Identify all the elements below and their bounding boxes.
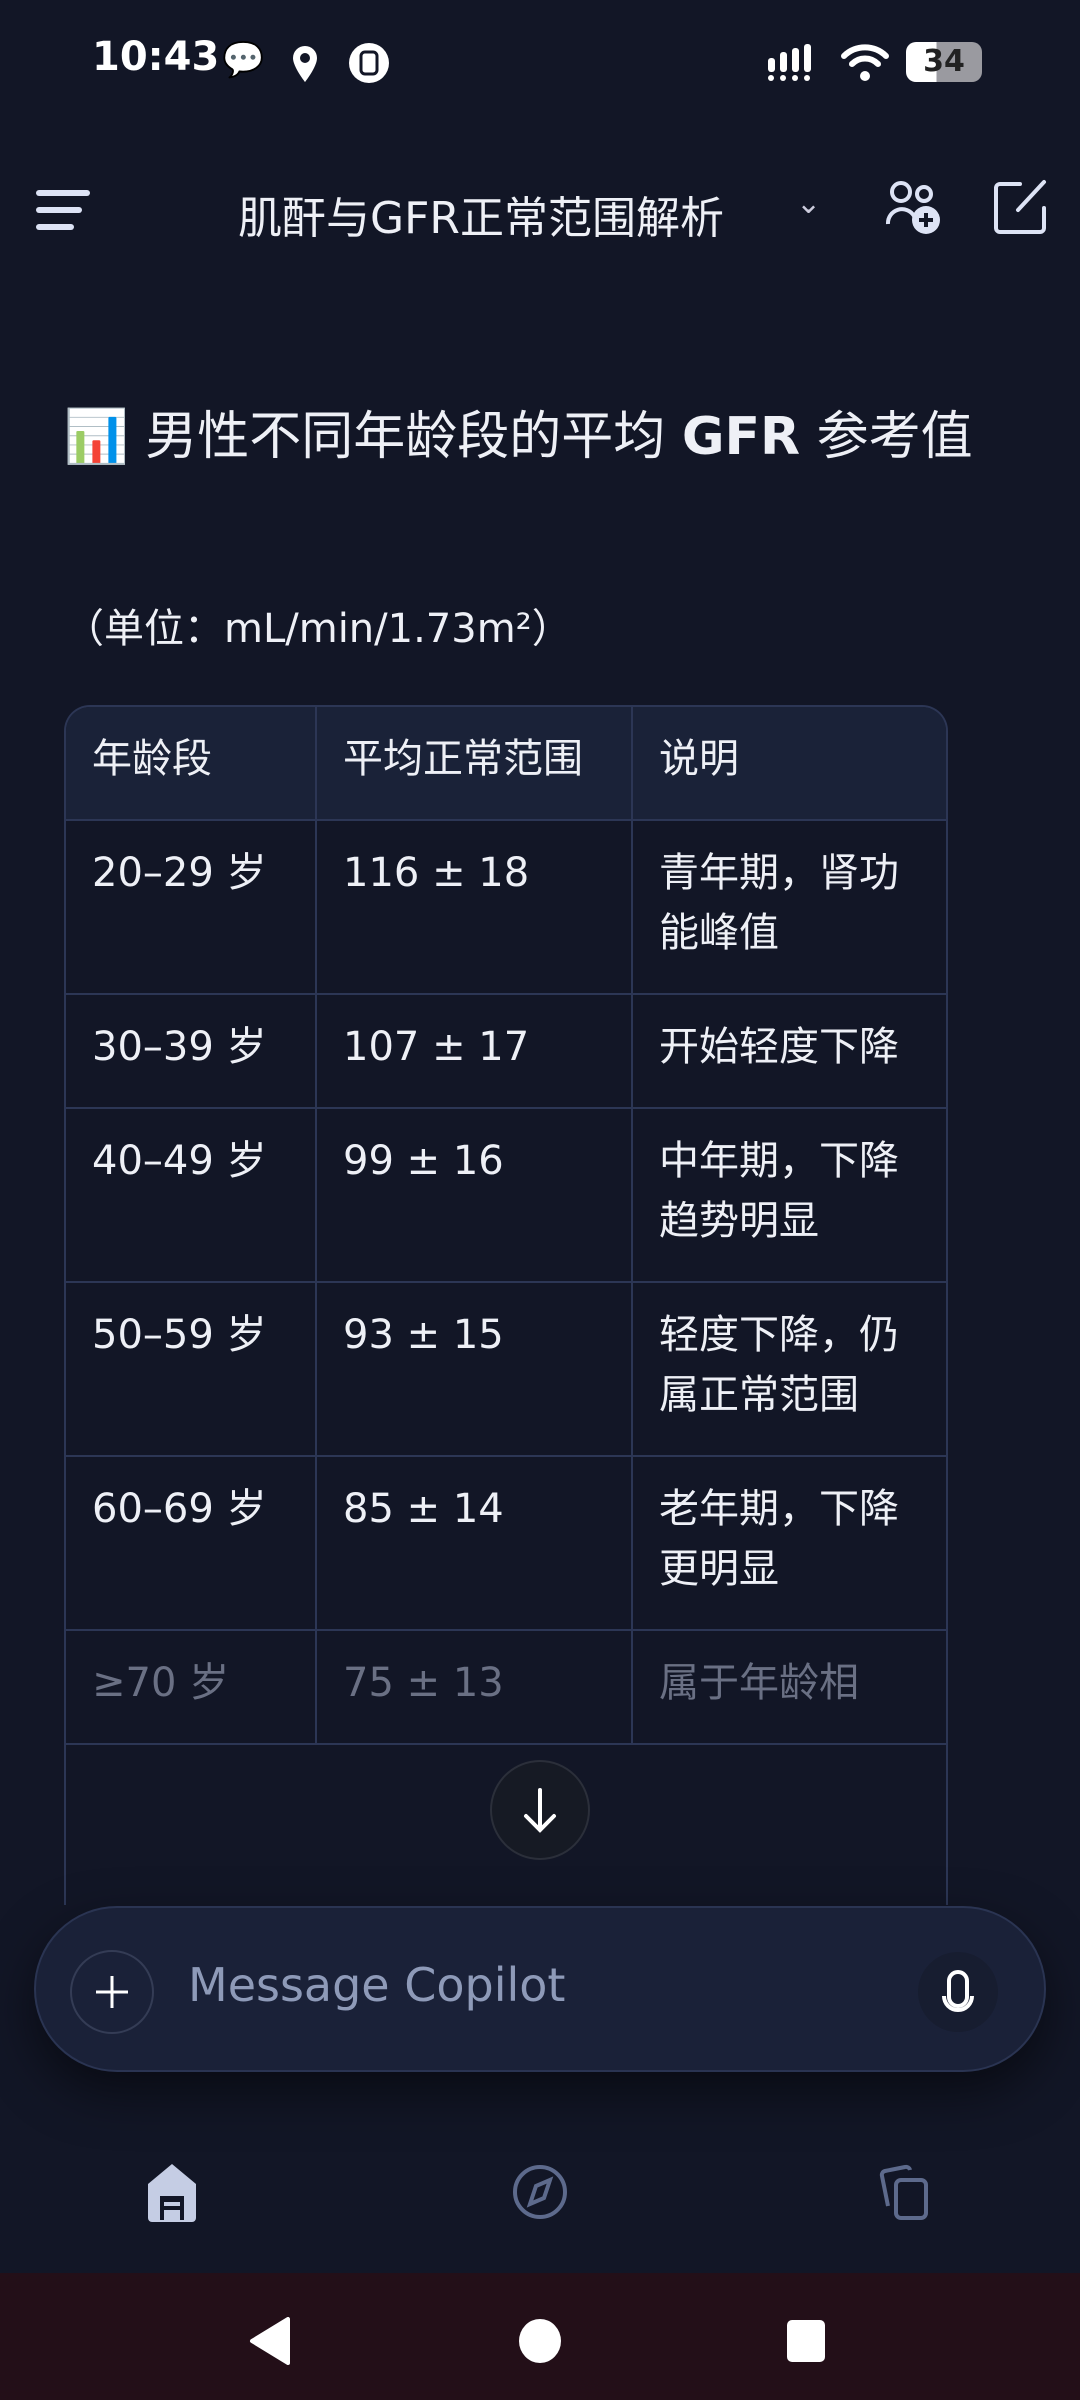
arrow-down-icon — [524, 1788, 556, 1833]
chevron-down-icon[interactable]: ⌄ — [796, 186, 822, 221]
table-cell: 中年期，下降趋势明显 — [631, 1107, 946, 1283]
menu-icon[interactable] — [36, 190, 90, 230]
table-row: 30–39 岁 107 ± 17 开始轻度下降 — [66, 993, 946, 1109]
home-circle-icon[interactable] — [518, 2317, 562, 2365]
status-time: 10:43 — [92, 34, 220, 80]
table-cell: 85 ± 14 — [315, 1455, 633, 1631]
location-icon — [293, 46, 317, 82]
table-cell: 30–39 岁 — [66, 993, 317, 1109]
system-nav-bar — [0, 2273, 1080, 2400]
pages-icon[interactable] — [876, 2162, 936, 2222]
table-cell: 老年期，下降更明显 — [631, 1455, 946, 1631]
table-cell: 青年期，肾功能峰值 — [631, 819, 946, 995]
discover-icon[interactable] — [510, 2162, 570, 2222]
bar-chart-icon: 📊 — [64, 407, 129, 467]
table-cell: 93 ± 15 — [315, 1281, 633, 1457]
section-heading: 📊 男性不同年龄段的平均 GFR 参考值 — [64, 407, 973, 467]
table-cell: 75 ± 13 — [315, 1629, 633, 1745]
status-bar: 10:43 💬 34 — [0, 30, 1080, 94]
back-icon[interactable] — [248, 2317, 292, 2365]
signal-icon — [768, 44, 811, 81]
conversation-title[interactable]: 肌酐与GFR正常范围解析 — [238, 193, 724, 244]
table-cell: 40–49 岁 — [66, 1107, 317, 1283]
new-chat-icon[interactable] — [990, 178, 1050, 238]
table-cell: 轻度下降，仍属正常范围 — [631, 1281, 946, 1457]
table-row: 40–49 岁 99 ± 16 中年期，下降趋势明显 — [66, 1107, 946, 1283]
table-header-cell: 平均正常范围 — [315, 707, 633, 821]
watch-icon — [349, 43, 389, 83]
add-people-icon[interactable] — [884, 178, 944, 238]
table-cell: 开始轻度下降 — [631, 993, 946, 1109]
home-icon[interactable] — [144, 2162, 200, 2222]
table-row: 20–29 岁 116 ± 18 青年期，肾功能峰值 — [66, 819, 946, 995]
battery-indicator: 34 — [906, 42, 982, 82]
voice-button[interactable] — [918, 1952, 998, 2032]
table-cell: 50–59 岁 — [66, 1281, 317, 1457]
gfr-table: 年龄段 平均正常范围 说明 20–29 岁 116 ± 18 青年期，肾功能峰值 3… — [64, 705, 948, 1905]
table-cell: 60–69 岁 — [66, 1455, 317, 1631]
microphone-icon — [942, 1970, 974, 2012]
table-header-cell: 年龄段 — [66, 707, 317, 821]
table-cell: 20–29 岁 — [66, 819, 317, 995]
table-header-cell: 说明 — [631, 707, 946, 821]
plus-icon — [96, 1976, 128, 2008]
wifi-icon — [841, 44, 889, 81]
app-header: 肌酐与GFR正常范围解析 ⌄ — [0, 160, 1080, 260]
table-row: 60–69 岁 85 ± 14 老年期，下降更明显 — [66, 1455, 946, 1631]
wechat-icon: 💬 — [222, 40, 265, 80]
recents-icon[interactable] — [786, 2319, 826, 2363]
table-cell: 属于年龄相 — [631, 1629, 946, 1745]
table-header-row: 年龄段 平均正常范围 说明 — [66, 707, 946, 821]
table-cell: 107 ± 17 — [315, 993, 633, 1109]
add-attachment-button[interactable] — [70, 1950, 154, 2034]
table-row: ≥70 岁 75 ± 13 属于年龄相 — [66, 1629, 946, 1745]
scroll-to-bottom-button[interactable] — [490, 1760, 590, 1860]
table-cell: ≥70 岁 — [66, 1629, 317, 1745]
message-input[interactable]: Message Copilot — [188, 1958, 566, 2012]
table-cell: 99 ± 16 — [315, 1107, 633, 1283]
message-composer[interactable]: Message Copilot — [34, 1906, 1046, 2072]
table-cell: 116 ± 18 — [315, 819, 633, 995]
bottom-nav — [0, 2150, 1080, 2270]
unit-note: （单位：mL/min/1.73m²） — [64, 606, 572, 652]
table-row: 50–59 岁 93 ± 15 轻度下降，仍属正常范围 — [66, 1281, 946, 1457]
